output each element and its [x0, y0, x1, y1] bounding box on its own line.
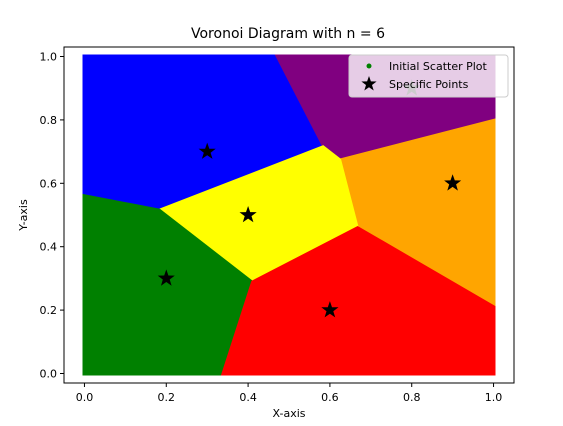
x-tick-label: 0.6	[321, 391, 339, 404]
legend: Initial Scatter Plot Specific Points	[348, 54, 509, 98]
x-tick-label: 0.8	[403, 391, 421, 404]
legend-label-points: Specific Points	[389, 78, 469, 91]
specific-point-star	[198, 142, 216, 159]
x-tick-label: 1.0	[485, 391, 503, 404]
legend-box	[348, 54, 509, 98]
y-axis-label: Y-axis	[17, 199, 30, 232]
x-tick-label: 0.0	[76, 391, 94, 404]
specific-point-star	[239, 206, 257, 223]
chart-title: Voronoi Diagram with n = 6	[191, 26, 385, 42]
legend-label-scatter: Initial Scatter Plot	[389, 60, 488, 73]
x-tick-label: 0.2	[158, 391, 176, 404]
x-axis-ticks: 0.0 0.2 0.4 0.6 0.8 1.0	[76, 383, 503, 404]
specific-point-star	[444, 174, 462, 191]
specific-point-star	[321, 301, 339, 318]
y-tick-label: 0.2	[40, 304, 58, 317]
voronoi-cell	[82, 193, 254, 376]
y-tick-label: 0.6	[40, 177, 58, 190]
legend-dot-marker	[366, 63, 372, 69]
y-tick-label: 0.4	[40, 241, 58, 254]
x-axis-label: X-axis	[273, 407, 306, 420]
axes-frame	[63, 46, 515, 384]
voronoi-cell	[220, 225, 496, 376]
legend-star-marker	[361, 76, 377, 91]
x-tick-label: 0.4	[239, 391, 257, 404]
specific-point-star	[157, 269, 175, 286]
y-tick-label: 0.8	[40, 114, 58, 127]
y-tick-label: 0.0	[40, 367, 58, 380]
y-axis-ticks: 0.0 0.2 0.4 0.6 0.8 1.0	[40, 51, 64, 380]
y-tick-label: 1.0	[40, 51, 58, 64]
